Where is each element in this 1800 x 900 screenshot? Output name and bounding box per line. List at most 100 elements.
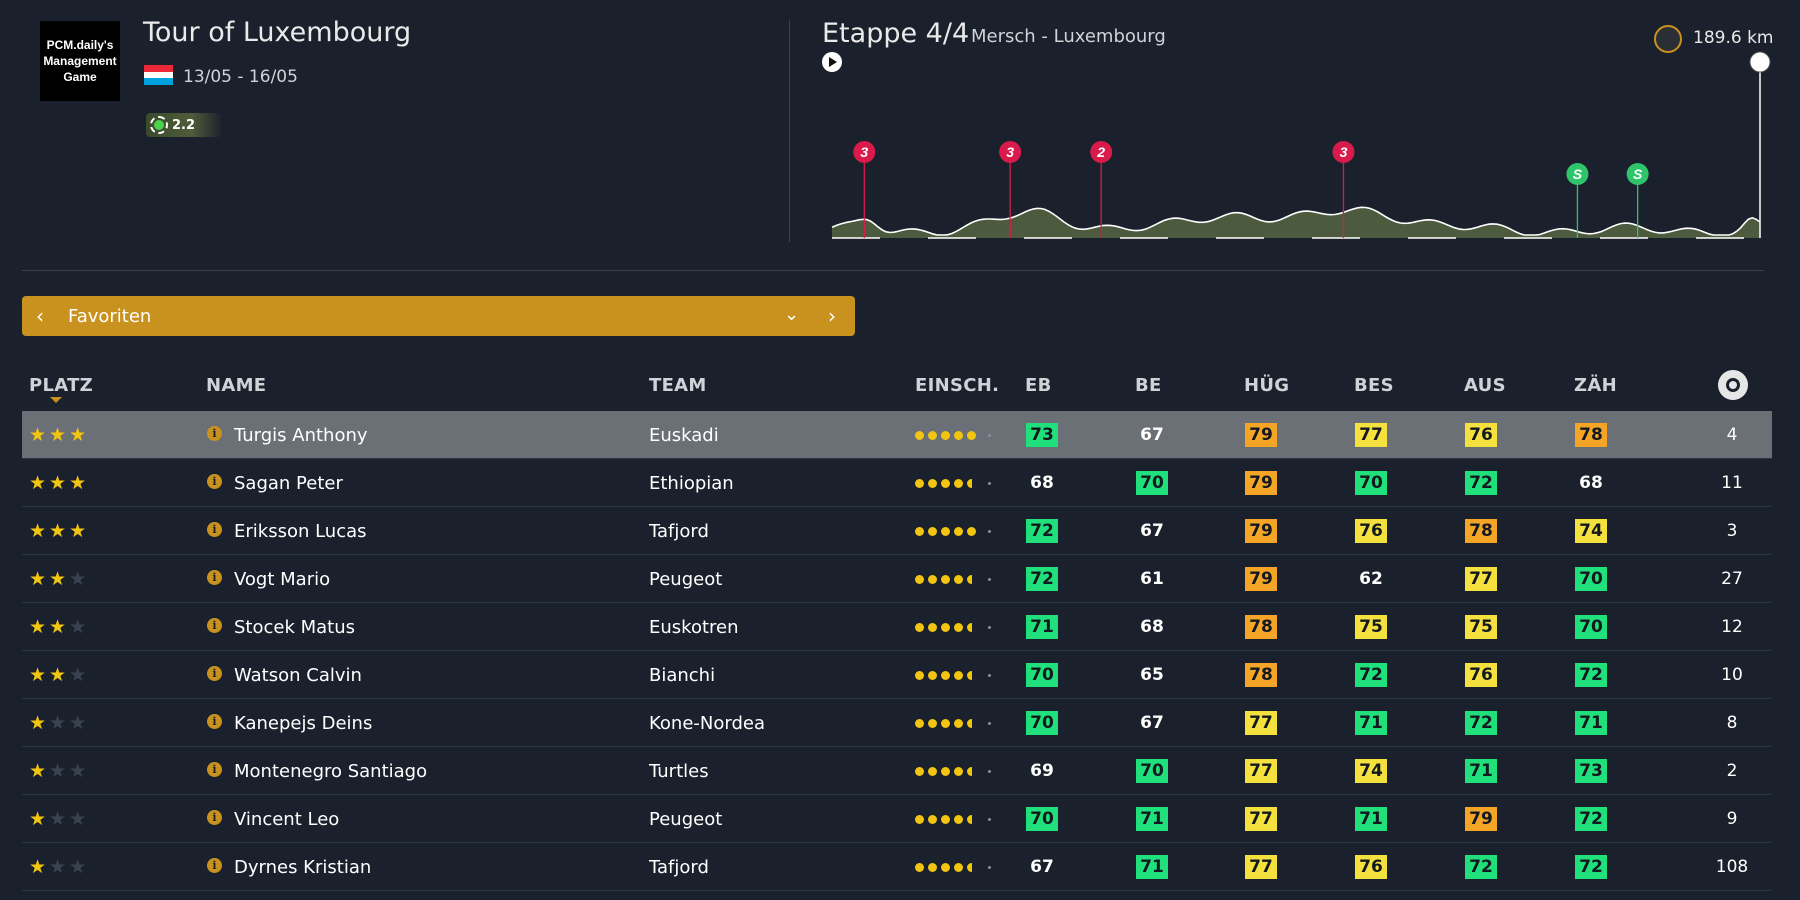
table-row[interactable]: ★ ★ ★ i Kanepejs Deins Kone-Nordea 70 67 77 71 72 7… [22, 699, 1772, 747]
rider-name[interactable]: Eriksson Lucas [234, 520, 367, 542]
rating-stars: ★ ★ ★ [29, 795, 86, 843]
prev-arrow-icon[interactable]: ‹ [36, 304, 44, 328]
stat-be: 65 [1140, 665, 1164, 685]
table-row[interactable]: ★ ★ ★ i Eriksson Lucas Tafjord 72 67 79 76 78 74 3 [22, 507, 1772, 555]
stat-bes: 62 [1359, 569, 1383, 589]
stat-be: 67 [1140, 521, 1164, 541]
rider-team[interactable]: Euskotren [649, 616, 739, 638]
climb-marker[interactable] [999, 141, 1022, 163]
header-zah[interactable]: ZÄH [1574, 375, 1617, 396]
header-platz[interactable]: PLATZ [29, 375, 94, 396]
stat-zah: 70 [1574, 555, 1608, 603]
stat-zah: 72 [1574, 843, 1608, 891]
climb-marker[interactable] [853, 141, 876, 163]
stat-be: 67 [1140, 713, 1164, 733]
header-aus[interactable]: AUS [1464, 375, 1506, 396]
rider-name[interactable]: Turgis Anthony [234, 424, 368, 446]
header-hug[interactable]: HÜG [1244, 375, 1290, 396]
rider-team[interactable]: Tafjord [649, 856, 709, 878]
info-icon[interactable]: i [207, 555, 222, 603]
climb-marker[interactable] [1090, 141, 1113, 163]
info-icon[interactable]: i [207, 507, 222, 555]
table-row[interactable]: ★ ★ ★ i Stocek Matus Euskotren 71 68 78 75 75 70 12 [22, 603, 1772, 651]
star-icon: ★ [49, 807, 67, 830]
rider-team[interactable]: Ethiopian [649, 472, 734, 494]
info-icon[interactable]: i [207, 411, 222, 459]
table-row[interactable]: ★ ★ ★ i Vogt Mario Peugeot 72 61 79 62 77 70 27 [22, 555, 1772, 603]
star-icon: ★ [29, 663, 47, 686]
star-icon: ★ [69, 855, 87, 878]
favorites-dropdown[interactable]: ‹ Favoriten ⌄ › [22, 296, 855, 336]
rider-name[interactable]: Stocek Matus [234, 616, 356, 638]
rider-team[interactable]: Peugeot [649, 808, 723, 830]
header-name[interactable]: NAME [206, 375, 267, 396]
stat-be: 71 [1135, 795, 1169, 843]
star-icon: ★ [29, 519, 47, 542]
rider-number-icon[interactable] [1718, 370, 1748, 400]
info-icon[interactable]: i [207, 699, 222, 747]
star-icon: ★ [69, 615, 87, 638]
climb-category-label: S [1633, 166, 1643, 182]
rider-name[interactable]: Kanepejs Deins [234, 712, 373, 734]
info-icon[interactable]: i [207, 651, 222, 699]
star-icon: ★ [29, 471, 47, 494]
rider-team[interactable]: Turtles [649, 760, 709, 782]
sprint-marker[interactable] [1626, 163, 1649, 185]
rider-number: 3 [1726, 521, 1738, 541]
rider-number: 108 [1715, 857, 1749, 877]
stage-profile-chart[interactable]: 3 3 2 3 S S [818, 50, 1774, 246]
next-arrow-icon[interactable]: › [828, 304, 836, 328]
table-row[interactable]: ★ ★ ★ i Dyrnes Kristian Tafjord 67 71 77 76 72 72 10… [22, 843, 1772, 891]
table-row[interactable]: ★ ★ ★ i Montenegro Santiago Turtles 69 70 77 74 71… [22, 747, 1772, 795]
form-indicator [915, 699, 991, 747]
rider-team[interactable]: Kone-Nordea [649, 712, 765, 734]
rider-name[interactable]: Vincent Leo [234, 808, 340, 830]
table-row[interactable]: ★ ★ ★ i Turgis Anthony Euskadi 73 67 79 77 76 78 4 [22, 411, 1772, 459]
rider-team[interactable]: Euskadi [649, 424, 719, 446]
stat-aus: 75 [1464, 603, 1498, 651]
info-icon[interactable]: i [207, 747, 222, 795]
info-icon[interactable]: i [207, 843, 222, 891]
header-be[interactable]: BE [1135, 375, 1162, 396]
chevron-down-icon[interactable]: ⌄ [784, 304, 800, 325]
rider-name[interactable]: Montenegro Santiago [234, 760, 428, 782]
stat-eb: 71 [1025, 603, 1059, 651]
header-form[interactable]: EINSCH. [915, 375, 1000, 396]
stat-hug: 79 [1244, 411, 1278, 459]
rider-name[interactable]: Dyrnes Kristian [234, 856, 372, 878]
stat-zah: 68 [1579, 473, 1603, 493]
stat-aus: 72 [1464, 699, 1498, 747]
star-icon: ★ [49, 519, 67, 542]
section-divider [22, 270, 1764, 271]
header-team[interactable]: TEAM [649, 375, 707, 396]
header-eb[interactable]: EB [1025, 375, 1052, 396]
form-indicator [915, 747, 991, 795]
info-icon[interactable]: i [207, 603, 222, 651]
dropdown-label: Favoriten [68, 306, 152, 327]
climb-marker[interactable] [1332, 141, 1355, 163]
rider-team[interactable]: Bianchi [649, 664, 716, 686]
stat-eb: 72 [1025, 555, 1059, 603]
rider-name[interactable]: Sagan Peter [234, 472, 343, 494]
stat-zah: 78 [1574, 411, 1608, 459]
star-icon: ★ [29, 615, 47, 638]
info-icon[interactable]: i [207, 795, 222, 843]
info-icon[interactable]: i [207, 459, 222, 507]
sprint-marker[interactable] [1566, 163, 1589, 185]
star-icon: ★ [69, 423, 87, 446]
rider-team[interactable]: Tafjord [649, 520, 709, 542]
header-bes[interactable]: BES [1354, 375, 1394, 396]
rider-name[interactable]: Vogt Mario [234, 568, 331, 590]
stat-hug: 77 [1244, 843, 1278, 891]
form-indicator [915, 651, 991, 699]
table-row[interactable]: ★ ★ ★ i Watson Calvin Bianchi 70 65 78 72 76 72 10 [22, 651, 1772, 699]
climb-category-label: 2 [1096, 144, 1105, 160]
stat-hug: 77 [1244, 699, 1278, 747]
table-row[interactable]: ★ ★ ★ i Sagan Peter Ethiopian 68 70 79 70 72 68 11 [22, 459, 1772, 507]
rider-team[interactable]: Peugeot [649, 568, 723, 590]
table-row[interactable]: ★ ★ ★ i Vincent Leo Peugeot 70 71 77 71 79 72 9 [22, 795, 1772, 843]
star-icon: ★ [69, 759, 87, 782]
star-icon: ★ [49, 711, 67, 734]
rating-stars: ★ ★ ★ [29, 411, 86, 459]
rider-name[interactable]: Watson Calvin [234, 664, 362, 686]
